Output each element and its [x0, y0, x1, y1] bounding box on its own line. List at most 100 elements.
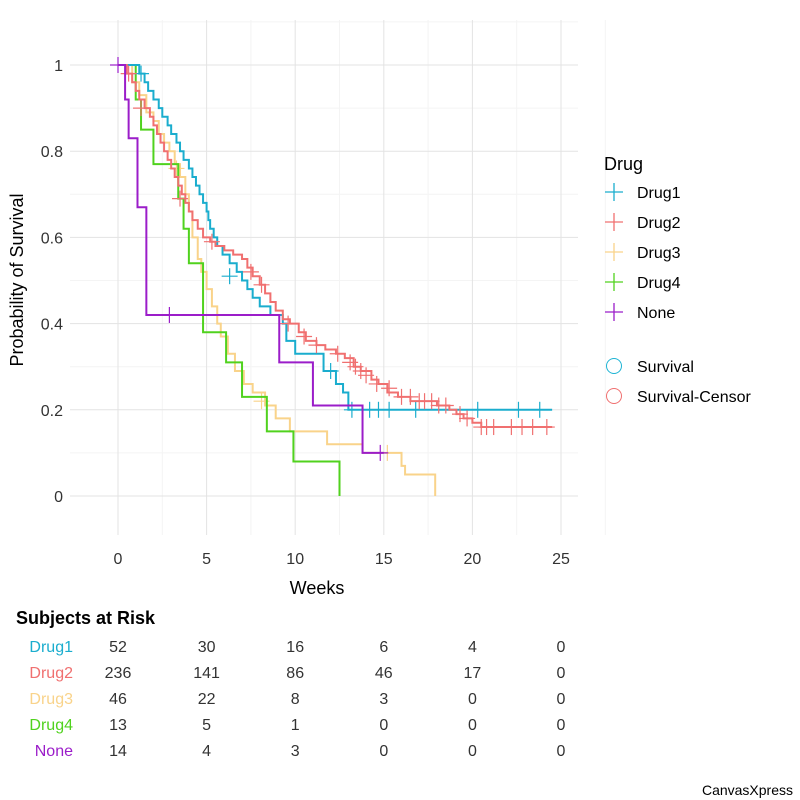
- censor-mark-drug1: [531, 401, 548, 418]
- x-axis-title: Weeks: [290, 578, 345, 598]
- censor-mark-none: [110, 57, 126, 73]
- y-tick-label: 1: [54, 58, 63, 75]
- censor-mark-drug1: [343, 401, 360, 418]
- survival-curves: [110, 57, 555, 496]
- legend-label: Drug1: [637, 185, 681, 202]
- risk-cell: 4: [202, 743, 211, 760]
- censor-mark-drug1: [322, 363, 339, 380]
- censor-mark-drug2: [402, 388, 419, 405]
- censor-mark-drug2: [358, 367, 375, 384]
- risk-cell: 30: [198, 639, 216, 656]
- risk-cell: 0: [557, 717, 566, 734]
- legend-item-none: None: [605, 303, 675, 322]
- censor-mark-drug2: [381, 380, 398, 397]
- risk-cell: 3: [291, 743, 300, 760]
- y-tick-label: 0.4: [41, 317, 63, 334]
- censor-mark-drug2: [203, 233, 220, 250]
- censor-mark-drug2: [280, 315, 297, 332]
- x-tick-label: 10: [286, 551, 304, 568]
- risk-cell: 5: [202, 717, 211, 734]
- y-axis: 0 0.2 0.4 0.6 0.8 1: [41, 58, 63, 506]
- x-axis: 0 5 10 15 20 25: [114, 551, 570, 568]
- legend-item-drug3: Drug3: [605, 243, 681, 262]
- risk-cell: 0: [468, 743, 477, 760]
- risk-cell: 0: [468, 717, 477, 734]
- censor-mark-drug2: [296, 328, 313, 345]
- risk-cell: 0: [379, 743, 388, 760]
- censor-mark-drug1: [510, 401, 527, 418]
- legend-item-drug4: Drug4: [605, 273, 681, 292]
- y-tick-label: 0.6: [41, 230, 63, 247]
- risk-cell: 1: [291, 717, 300, 734]
- risk-cell: 6: [379, 639, 388, 656]
- legend-shape-1: Survival-Censor: [606, 388, 751, 406]
- censor-mark-drug2: [172, 190, 189, 207]
- censor-mark-drug2: [459, 410, 476, 427]
- risk-cell: 16: [286, 639, 304, 656]
- risk-cell: 13: [109, 717, 127, 734]
- curve-drug4: [118, 64, 341, 496]
- censor-mark-none: [161, 306, 178, 323]
- censor-mark-drug2: [437, 397, 454, 414]
- legend: Drug Drug1 Drug2 Drug3 Drug4 None Survival Sur…: [604, 154, 751, 406]
- risk-cell: 86: [286, 665, 304, 682]
- censor-mark-drug2: [253, 276, 270, 293]
- risk-cell: 0: [557, 639, 566, 656]
- risk-cell: 0: [557, 691, 566, 708]
- risk-row: Drug4 13 5 1 0 0 0: [29, 717, 565, 734]
- legend-label: Survival: [637, 359, 694, 376]
- y-axis-title: Probability of Survival: [7, 193, 27, 366]
- risk-cell: 14: [109, 743, 127, 760]
- legend-title: Drug: [604, 154, 643, 174]
- censor-mark-drug2: [308, 337, 325, 354]
- credit-label: CanvasXpress: [702, 782, 793, 798]
- risk-cell: 0: [557, 665, 566, 682]
- legend-shape-0: Survival: [606, 358, 694, 376]
- censor-mark-drug2: [120, 65, 137, 82]
- y-tick-label: 0: [54, 489, 63, 506]
- risk-cell: 4: [468, 639, 477, 656]
- risk-cell: 46: [375, 665, 393, 682]
- risk-cell: 0: [557, 743, 566, 760]
- risk-row: Drug3 46 22 8 3 0 0: [29, 691, 565, 708]
- risk-row: Drug1 52 30 16 6 4 0: [29, 639, 565, 656]
- risk-row-label: None: [35, 743, 73, 760]
- risk-cell: 46: [109, 691, 127, 708]
- risk-row-label: Drug1: [29, 639, 73, 656]
- x-tick-label: 5: [202, 551, 211, 568]
- censor-mark-drug1: [221, 268, 238, 285]
- risk-cell: 22: [198, 691, 216, 708]
- risk-cell: 141: [193, 665, 220, 682]
- legend-item-drug2: Drug2: [605, 213, 681, 232]
- grid: [70, 20, 606, 535]
- censor-mark-drug2: [538, 419, 555, 436]
- x-tick-label: 0: [114, 551, 123, 568]
- risk-row: None 14 4 3 0 0 0: [35, 743, 566, 760]
- risk-row-label: Drug3: [29, 691, 73, 708]
- censor-mark-none: [372, 444, 389, 461]
- legend-label: Drug4: [637, 275, 681, 292]
- x-tick-label: 15: [375, 551, 393, 568]
- risk-table-title: Subjects at Risk: [16, 608, 156, 628]
- legend-label: Drug3: [637, 245, 681, 262]
- censor-mark-drug2: [485, 419, 502, 436]
- censor-mark-drug2: [242, 263, 259, 280]
- circle-icon: [606, 388, 622, 404]
- legend-label: Drug2: [637, 215, 681, 232]
- risk-cell: 8: [291, 691, 300, 708]
- censor-mark-drug2: [423, 393, 440, 410]
- risk-cell: 17: [464, 665, 482, 682]
- legend-item-drug1: Drug1: [605, 183, 681, 202]
- censor-mark-drug2: [133, 100, 150, 117]
- x-tick-label: 20: [464, 551, 482, 568]
- y-tick-label: 0.2: [41, 403, 63, 420]
- y-tick-label: 0.8: [41, 144, 63, 161]
- risk-row-label: Drug4: [29, 717, 73, 734]
- risk-row-label: Drug2: [29, 665, 73, 682]
- risk-cell: 0: [468, 691, 477, 708]
- risk-cell: 3: [379, 691, 388, 708]
- censor-mark-drug2: [329, 345, 346, 362]
- risk-cell: 0: [379, 717, 388, 734]
- censor-mark-drug2: [524, 419, 541, 436]
